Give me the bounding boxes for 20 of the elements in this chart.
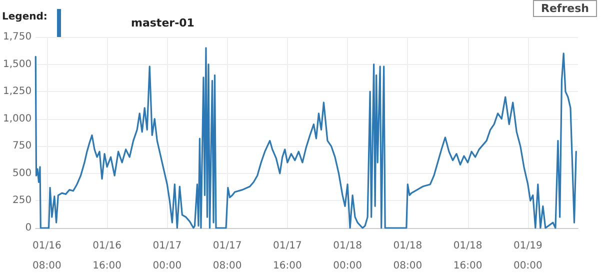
y-tick-label: 1,250 (2, 86, 32, 98)
x-tick-label: 01/16 16:00 (92, 240, 122, 272)
x-tick-label: 01/18 08:00 (393, 240, 422, 272)
x-tick-label: 01/17 16:00 (272, 240, 302, 272)
x-tick-label: 01/17 00:00 (152, 240, 182, 272)
x-tick-label: 01/18 16:00 (453, 240, 482, 272)
y-tick-label: 0 (25, 222, 32, 234)
legend-title: Legend: (2, 12, 48, 22)
y-tick-label: 1,500 (2, 58, 32, 70)
y-tick-label: 750 (12, 140, 32, 152)
x-tick-label: 01/17 08:00 (212, 240, 242, 272)
y-tick-label: 250 (12, 195, 32, 206)
text: Refresh (533, 0, 597, 17)
y-tick-label: 1,000 (2, 113, 32, 124)
y-tick-label: 1,750 (2, 32, 32, 42)
x-tick-label: 01/19 00:00 (513, 240, 542, 272)
x-tick-label: 01/16 08:00 (32, 240, 62, 272)
y-tick-label: 500 (12, 168, 32, 179)
x-tick-label: 01/18 00:00 (333, 240, 362, 272)
series-label: master-01 (131, 16, 194, 30)
